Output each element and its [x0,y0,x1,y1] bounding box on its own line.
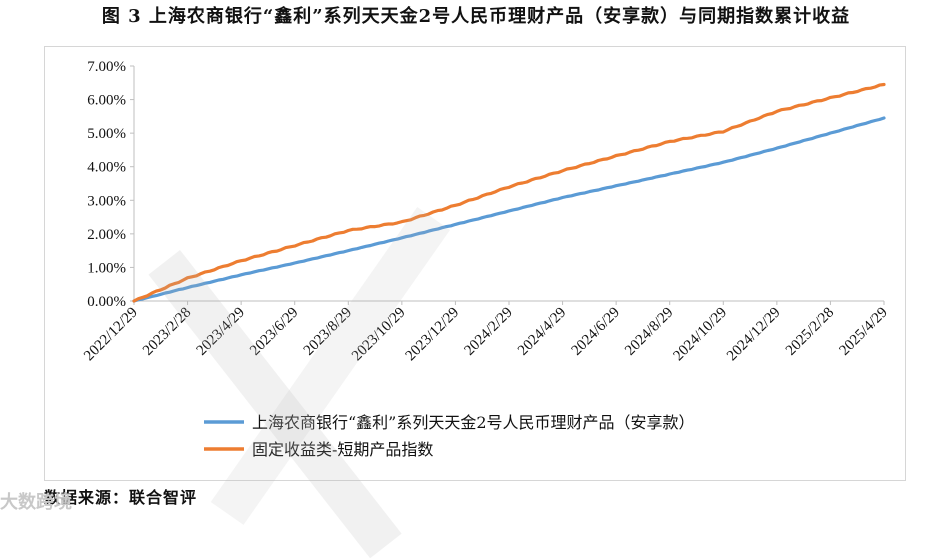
y-tick-label: 3.00% [87,193,126,209]
x-tick-label: 2025/2/28 [783,305,837,359]
chart-legend: 上海农商银行“鑫利”系列天天金2号人民币理财产品（安享款） 固定收益类-短期产品指… [204,413,695,459]
chart-panel [44,46,906,481]
legend-label-1: 上海农商银行“鑫利”系列天天金2号人民币理财产品（安享款） [252,413,695,432]
y-tick-label: 6.00% [87,93,126,109]
x-tick-label: 2022/12/29 [81,305,141,365]
x-tick-label: 2024/6/29 [569,305,623,359]
data-source-note: 数据来源：联合智评 [44,488,198,507]
line-chart: 0.00% 1.00% 2.00% 3.00% 4.00% 5.00% 6.00% 7.00%… [81,59,891,459]
y-tick-label: 0.00% [87,294,126,310]
x-tick-label: 2024/2/29 [461,305,515,359]
y-tick-label: 7.00% [87,59,126,75]
x-tick-label: 2024/12/29 [724,305,784,365]
x-tick-label: 2023/12/29 [403,305,463,365]
x-tick-label: 2024/10/29 [670,305,730,365]
y-tick-label: 4.00% [87,160,126,176]
x-tick-label: 2024/4/29 [515,305,569,359]
y-tick-label: 5.00% [87,126,126,142]
x-tick-label: 2025/4/29 [836,305,890,359]
legend-label-2: 固定收益类-短期产品指数 [252,440,433,459]
chart-series [132,82,886,303]
series-line-1 [132,116,886,303]
y-tick-label: 1.00% [87,260,126,276]
y-tick-label: 2.00% [87,227,126,243]
series-line-2 [132,82,886,303]
chart-title: 图 3 上海农商银行“鑫利”系列天天金2号人民币理财产品（安享款）与同期指数累计… [101,6,851,27]
x-tick-label: 2024/8/29 [622,305,676,359]
watermark-text: 大数跨境 [0,492,72,513]
